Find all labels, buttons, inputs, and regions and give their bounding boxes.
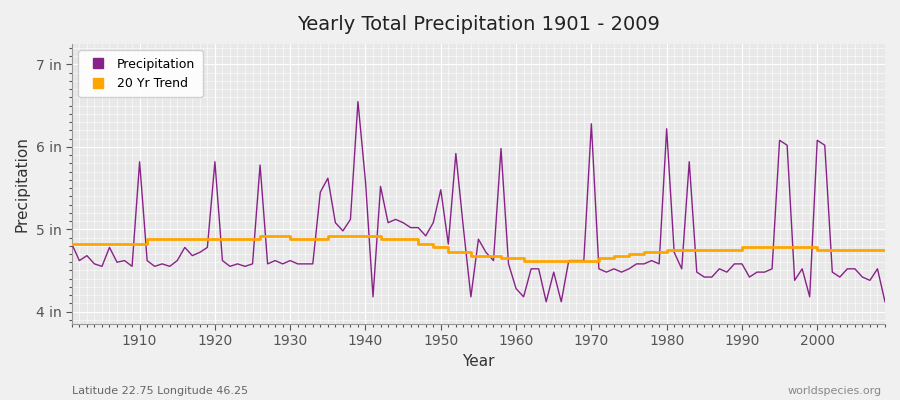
Text: worldspecies.org: worldspecies.org — [788, 386, 882, 396]
Y-axis label: Precipitation: Precipitation — [15, 136, 30, 232]
Text: Latitude 22.75 Longitude 46.25: Latitude 22.75 Longitude 46.25 — [72, 386, 248, 396]
X-axis label: Year: Year — [463, 354, 495, 369]
Title: Yearly Total Precipitation 1901 - 2009: Yearly Total Precipitation 1901 - 2009 — [297, 15, 660, 34]
Legend: Precipitation, 20 Yr Trend: Precipitation, 20 Yr Trend — [78, 50, 202, 97]
